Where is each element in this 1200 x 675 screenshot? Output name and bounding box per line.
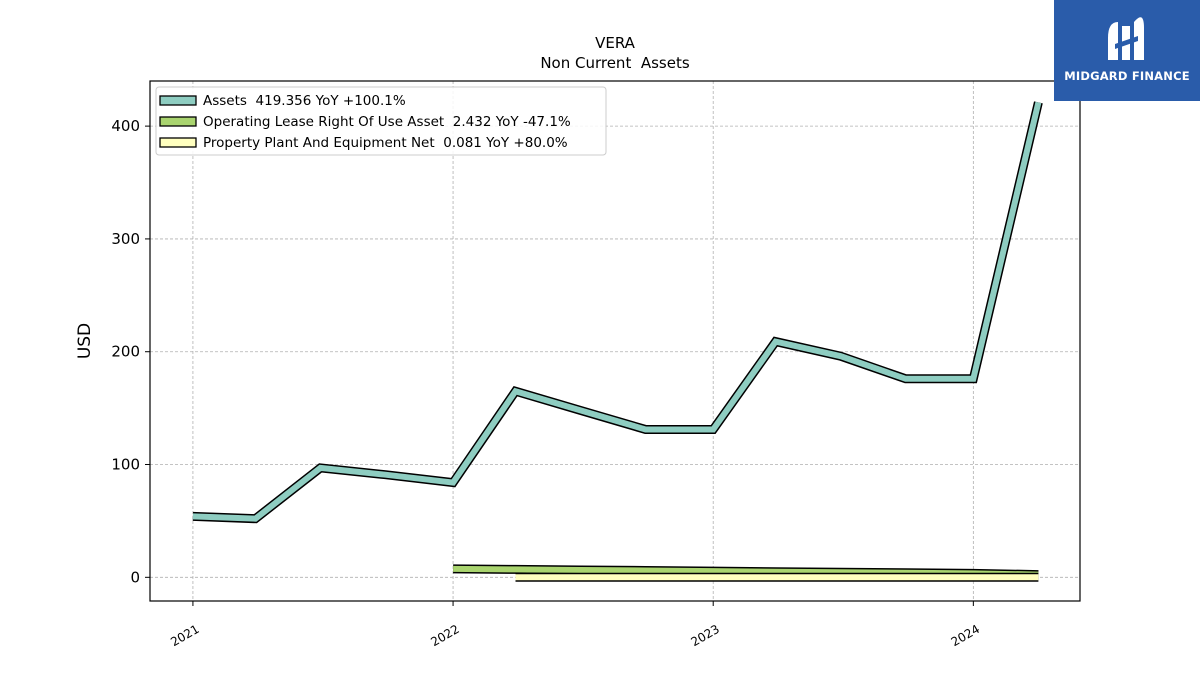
y-tick-label: 300 <box>111 230 140 248</box>
chart-title: VERA <box>595 34 636 52</box>
y-axis-label: USD <box>75 323 95 359</box>
chart-subtitle: Non Current Assets <box>540 54 690 72</box>
y-tick-label: 200 <box>111 343 140 361</box>
legend-label: Operating Lease Right Of Use Asset 2.432… <box>203 114 571 130</box>
y-tick-label: 0 <box>130 568 140 586</box>
grid-lines <box>150 81 1080 601</box>
series-line <box>192 101 1042 522</box>
series-layer <box>192 101 1043 582</box>
legend-box <box>155 86 607 156</box>
series-line-outline <box>192 101 1043 524</box>
y-tick-label: 400 <box>111 117 140 135</box>
plot-frame <box>149 80 1081 602</box>
x-tick-label: 2024 <box>949 622 982 649</box>
legend-swatch <box>159 137 197 148</box>
brand-logo: MIDGARD FINANCE <box>1054 0 1200 101</box>
x-tick-label: 2022 <box>428 622 461 649</box>
legend-swatch <box>159 116 197 127</box>
legend-swatch <box>159 95 197 106</box>
x-tick-label: 2021 <box>168 622 201 649</box>
legend-label: Property Plant And Equipment Net 0.081 Y… <box>203 135 568 151</box>
legend-label: Assets 419.356 YoY +100.1% <box>203 93 406 109</box>
midgard-logo-icon <box>1108 17 1144 60</box>
x-tick-label: 2023 <box>688 622 721 649</box>
series-1 <box>192 101 1043 524</box>
legend: Assets 419.356 YoY +100.1% Operating Leas… <box>155 86 607 156</box>
y-tick-label: 100 <box>111 456 140 474</box>
logo-text: MIDGARD FINANCE <box>1064 69 1190 83</box>
